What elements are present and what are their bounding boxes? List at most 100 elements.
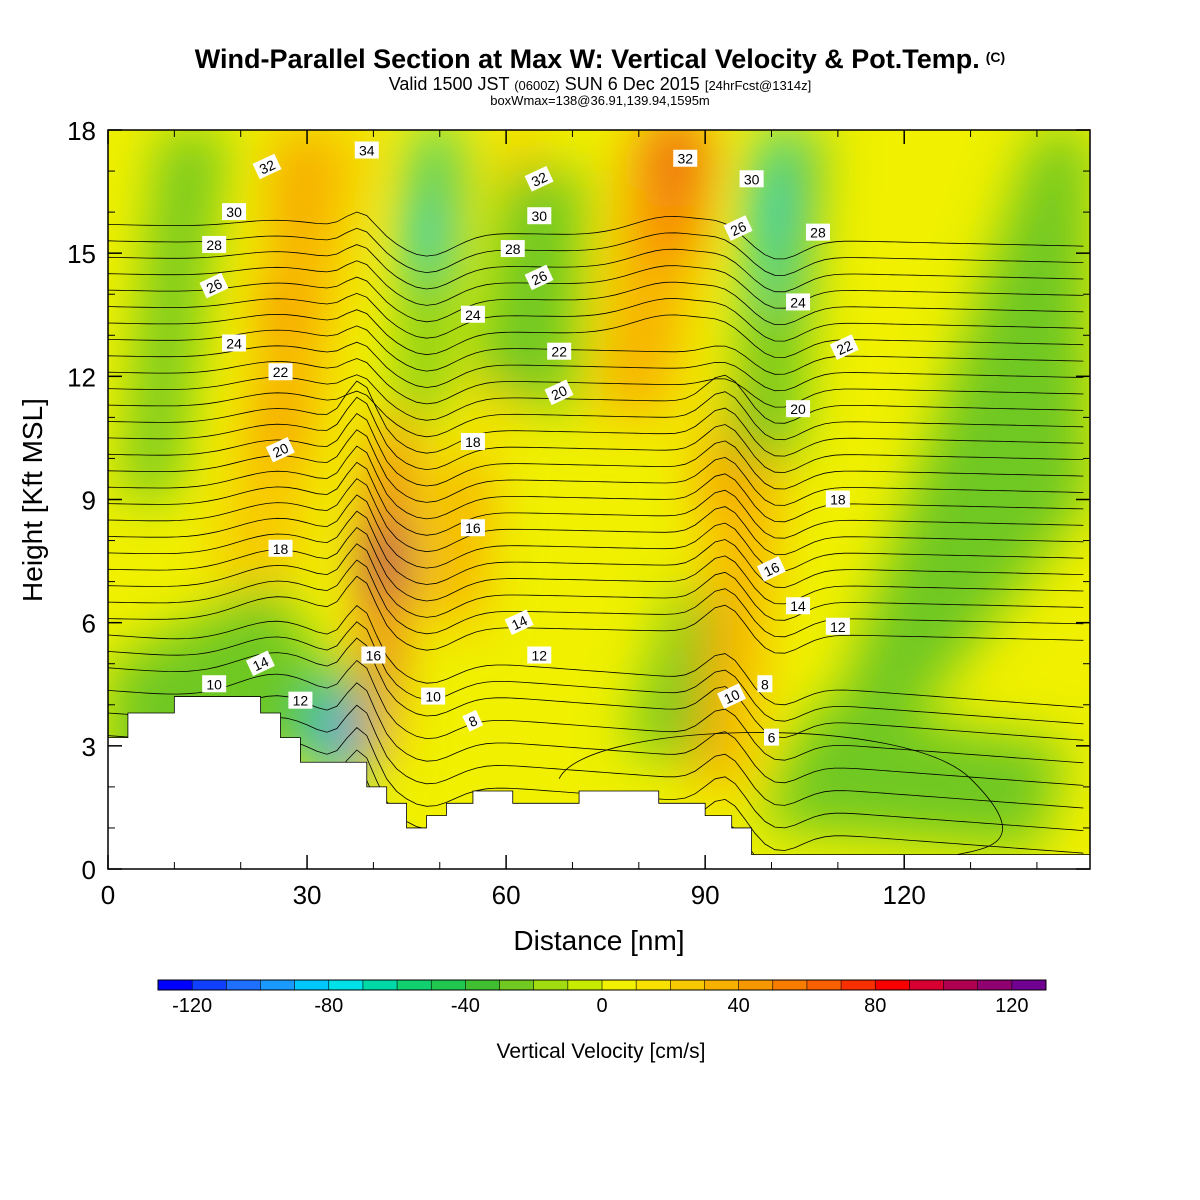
theta-label: 32 [673, 149, 698, 167]
theta-label-box [252, 153, 282, 180]
theta-contour [108, 292, 1084, 342]
theta-label: 8 [757, 675, 773, 693]
colorbar-swatch [909, 980, 945, 990]
theta-label-text: 18 [465, 434, 481, 450]
y-tick-label: 0 [82, 855, 96, 885]
theta-contour [108, 358, 1084, 408]
theta-contour [108, 621, 1084, 725]
theta-label-box [547, 342, 572, 360]
theta-label-text: 24 [465, 307, 481, 323]
theta-contour [108, 682, 1084, 786]
x-tick-label: 120 [883, 880, 926, 910]
colorbar-swatch [533, 980, 569, 990]
theta-label: 24 [222, 334, 247, 352]
theta-label-text: 14 [250, 653, 271, 674]
theta-label-text: 32 [529, 169, 550, 190]
theta-label-text: 20 [790, 401, 806, 417]
downdraft-core [749, 142, 794, 283]
theta-label-text: 16 [465, 520, 481, 536]
theta-label-box [462, 709, 484, 732]
theta-contour [108, 637, 1084, 741]
colorbar-swatch [328, 980, 364, 990]
theta-label-text: 8 [761, 676, 769, 692]
theta-label-box [739, 170, 764, 188]
theta-label: 12 [527, 646, 552, 664]
theta-label-box [786, 293, 811, 311]
theta-contour [108, 659, 1084, 764]
y-tick-label: 3 [82, 732, 96, 762]
colorbar-swatch [1011, 980, 1047, 990]
colorbar-swatch [499, 980, 535, 990]
theta-contour [108, 227, 1084, 276]
theta-label: 6 [764, 728, 780, 746]
theta-label-text: 20 [270, 440, 291, 461]
theta-label-text: 18 [273, 541, 289, 557]
y-tick-label: 18 [67, 116, 96, 146]
theta-label: 26 [723, 215, 753, 241]
theta-contour [108, 396, 1084, 473]
colorbar-tick-label: 120 [995, 995, 1028, 1017]
theta-label: 14 [504, 609, 534, 635]
theta-label-box [202, 675, 227, 693]
theta-label-text: 32 [257, 156, 278, 177]
theta-label-box [786, 400, 811, 418]
theta-contour [108, 604, 1084, 708]
theta-label-text: 22 [551, 344, 567, 360]
theta-label: 14 [786, 597, 811, 615]
theta-label: 28 [805, 223, 830, 241]
colorbar-swatch [704, 980, 740, 990]
theta-label-box [222, 203, 247, 221]
theta-label-text: 12 [293, 693, 309, 709]
theta-label-text: 26 [728, 218, 749, 239]
theta-label-box [829, 334, 859, 360]
theta-label: 20 [544, 379, 574, 406]
colorbar-swatch [158, 980, 193, 990]
theta-label: 18 [268, 539, 293, 557]
theta-contour [108, 390, 1084, 441]
theta-contour [108, 276, 1084, 326]
theta-label-text: 12 [531, 648, 547, 664]
theta-label: 22 [268, 363, 293, 381]
theta-label-box [288, 691, 313, 709]
theta-label: 12 [825, 617, 850, 635]
theta-contour [108, 211, 1084, 260]
colorbar-swatch [362, 980, 398, 990]
colorbar-tick-label: -40 [451, 995, 480, 1017]
theta-label-box [524, 166, 554, 192]
theta-label-text: 30 [531, 208, 547, 224]
theta-label-text: 22 [834, 337, 855, 358]
theta-label: 24 [460, 305, 485, 323]
theta-contour [108, 494, 1084, 572]
colorbar-swatch [397, 980, 432, 990]
downdraft-core [404, 162, 449, 303]
colorbar-swatch [602, 980, 637, 990]
colorbar-swatch [841, 980, 876, 990]
theta-label-box [245, 650, 275, 677]
theta-label: 20 [786, 400, 811, 418]
theta-label: 8 [462, 709, 484, 732]
theta-label: 10 [202, 675, 227, 693]
theta-label-box [460, 433, 485, 451]
theta-label-box [805, 223, 830, 241]
theta-label-box [786, 597, 811, 615]
theta-label-text: 28 [810, 225, 826, 241]
theta-label: 14 [245, 650, 275, 677]
theta-label-text: 24 [226, 335, 242, 351]
theta-label: 18 [825, 490, 850, 508]
colorbar-swatch [875, 980, 910, 990]
theta-label-box [421, 687, 446, 705]
theta-label-text: 18 [830, 492, 846, 508]
theta-label: 26 [199, 272, 229, 299]
colorbar-tick-label: 80 [864, 995, 886, 1017]
theta-label-text: 10 [721, 686, 742, 707]
theta-label-text: 28 [206, 237, 222, 253]
chart-subtitle: Valid 1500 JST (0600Z) SUN 6 Dec 2015 [2… [388, 74, 812, 94]
field-shapes [108, 130, 1090, 849]
theta-label: 18 [460, 433, 485, 451]
theta-contour [108, 559, 1084, 638]
terrain-mask [107, 696, 1091, 870]
theta-label: 28 [202, 235, 227, 253]
colorbar-swatch [294, 980, 330, 990]
theta-contour [108, 341, 1084, 392]
